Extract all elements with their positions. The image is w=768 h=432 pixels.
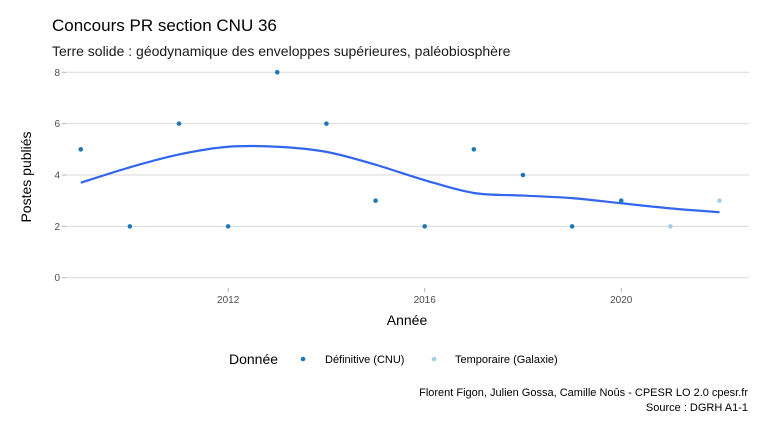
caption-source: Source : DGRH A1-1 xyxy=(646,402,748,414)
point-definitive xyxy=(569,224,575,229)
x-axis-title: Année xyxy=(387,312,428,328)
x-axis-ticks: 2012 2016 2020 xyxy=(217,288,633,306)
legend-label-temporaire: Temporaire (Galaxie) xyxy=(455,354,558,366)
chart-subtitle: Terre solide : géodynamique des envelopp… xyxy=(52,43,511,59)
smooth-trend xyxy=(80,144,720,214)
point-temporaire xyxy=(668,224,673,229)
point-temporaire xyxy=(717,198,722,203)
point-definitive xyxy=(274,69,280,75)
y-axis-ticks: 0 2 4 6 8 xyxy=(54,68,66,284)
caption-credits: Florent Figon, Julien Gossa, Camille Noû… xyxy=(419,387,748,399)
point-definitive xyxy=(520,172,526,178)
y-tick-label: 2 xyxy=(54,222,60,233)
x-tick-label: 2012 xyxy=(217,295,240,306)
x-tick-label: 2016 xyxy=(414,295,437,306)
point-definitive xyxy=(324,121,329,126)
legend-title: Donnée xyxy=(229,351,278,367)
chart-title: Concours PR section CNU 36 xyxy=(52,16,277,35)
legend-swatch-definitive xyxy=(300,356,306,362)
point-definitive xyxy=(618,198,624,203)
legend: Donnée Définitive (CNU) Temporaire (Gala… xyxy=(229,351,558,367)
legend-swatch-temporaire xyxy=(431,356,437,362)
y-axis-title: Postes publiés xyxy=(18,131,34,222)
data-points xyxy=(78,69,722,229)
point-definitive xyxy=(176,121,182,126)
y-tick-label: 0 xyxy=(54,273,60,284)
point-definitive xyxy=(373,198,378,203)
y-tick-label: 4 xyxy=(54,171,60,182)
point-definitive xyxy=(127,224,133,229)
point-definitive xyxy=(78,147,84,152)
point-definitive xyxy=(225,224,231,229)
point-definitive xyxy=(422,224,427,229)
legend-label-definitive: Définitive (CNU) xyxy=(325,354,404,366)
y-tick-label: 6 xyxy=(54,119,60,130)
y-tick-label: 8 xyxy=(54,68,60,79)
x-tick-label: 2020 xyxy=(610,295,633,306)
smooth-trend-line xyxy=(80,144,720,214)
point-definitive xyxy=(471,147,477,152)
